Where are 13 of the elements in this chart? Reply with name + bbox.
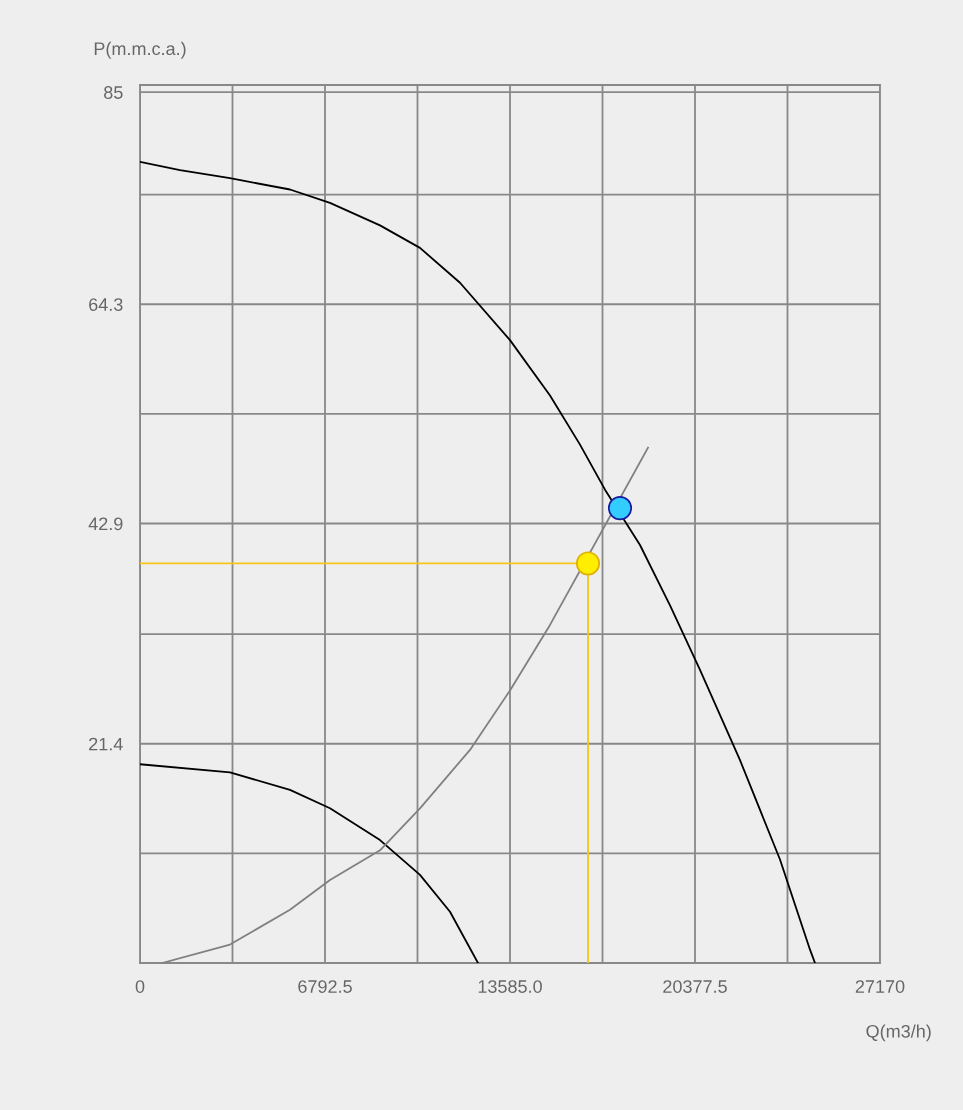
x-tick-label: 20377.5 bbox=[663, 980, 727, 993]
y-tick-label: 85 bbox=[104, 86, 123, 99]
y-axis-title: P(m.m.c.a.) bbox=[94, 41, 186, 59]
y-tick-label: 64.3 bbox=[89, 298, 123, 311]
x-tick-label: 13585.0 bbox=[478, 980, 542, 993]
x-axis-title: Q(m3/h) bbox=[866, 1024, 931, 1042]
line-series bbox=[140, 763, 479, 963]
line-series bbox=[140, 160, 816, 963]
x-tick-label: 27170 bbox=[855, 980, 905, 993]
y-tick-label: 42.9 bbox=[88, 517, 123, 531]
x-tick-label: 0 bbox=[135, 980, 145, 993]
y-tick-label: 21.4 bbox=[89, 737, 123, 751]
x-tick-label: 6792.5 bbox=[298, 980, 352, 993]
